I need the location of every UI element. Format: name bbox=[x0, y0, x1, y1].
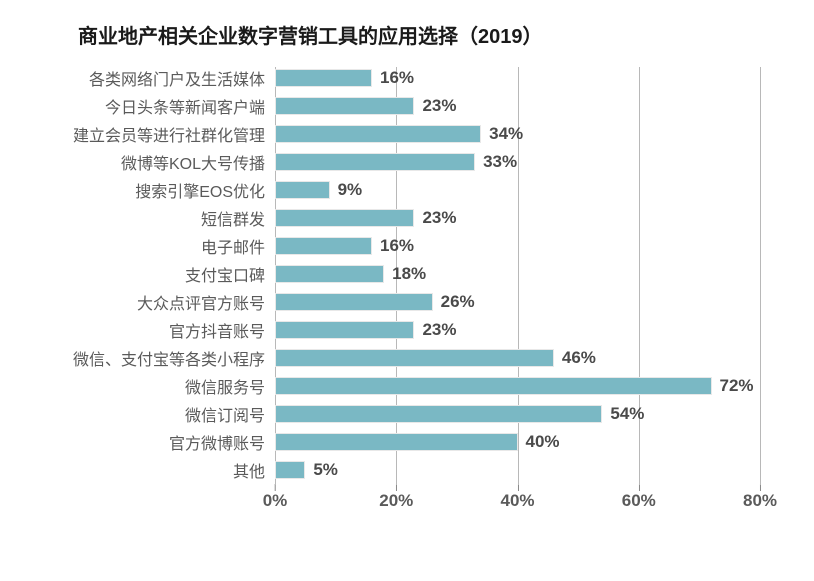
bar-row: 大众点评官方账号 26% bbox=[40, 291, 760, 313]
bar-row: 微信订阅号 54% bbox=[40, 403, 760, 425]
bar-label: 其他 bbox=[40, 458, 275, 482]
bar-value: 23% bbox=[422, 96, 456, 116]
bar-row: 支付宝口碑 18% bbox=[40, 263, 760, 285]
bar-wrap: 46% bbox=[275, 347, 760, 369]
bar-wrap: 33% bbox=[275, 151, 760, 173]
bar bbox=[275, 125, 481, 143]
bar-label: 各类网络门户及生活媒体 bbox=[40, 66, 275, 90]
bar-wrap: 16% bbox=[275, 67, 760, 89]
bar-label: 电子邮件 bbox=[40, 234, 275, 258]
bar bbox=[275, 181, 330, 199]
x-axis-tick: 40% bbox=[500, 491, 534, 511]
bar-row: 微信、支付宝等各类小程序 46% bbox=[40, 347, 760, 369]
tick-mark bbox=[396, 484, 397, 491]
tick-mark bbox=[639, 484, 640, 491]
bar-value: 18% bbox=[392, 264, 426, 284]
x-axis-tick: 60% bbox=[622, 491, 656, 511]
bar-row: 短信群发 23% bbox=[40, 207, 760, 229]
bar-wrap: 23% bbox=[275, 207, 760, 229]
tick-mark bbox=[760, 484, 761, 491]
x-axis-tick: 0% bbox=[263, 491, 288, 511]
x-axis: 0%20%40%60%80% bbox=[275, 485, 760, 517]
bar bbox=[275, 461, 305, 479]
bar-value: 9% bbox=[338, 180, 363, 200]
bar-wrap: 23% bbox=[275, 319, 760, 341]
chart-title: 商业地产相关企业数字营销工具的应用选择（2019） bbox=[78, 20, 774, 49]
x-axis-tick: 80% bbox=[743, 491, 777, 511]
plot-area: 0%20%40%60%80% 各类网络门户及生活媒体16%今日头条等新闻客户端2… bbox=[40, 67, 760, 517]
bar-row: 各类网络门户及生活媒体 16% bbox=[40, 67, 760, 89]
bar-wrap: 34% bbox=[275, 123, 760, 145]
bar-label: 短信群发 bbox=[40, 206, 275, 230]
bar-row: 微信服务号 72% bbox=[40, 375, 760, 397]
bar-value: 23% bbox=[422, 208, 456, 228]
bar-row: 建立会员等进行社群化管理 34% bbox=[40, 123, 760, 145]
bar-label: 微信订阅号 bbox=[40, 402, 275, 426]
bar-wrap: 16% bbox=[275, 235, 760, 257]
bar-label: 支付宝口碑 bbox=[40, 262, 275, 286]
bar bbox=[275, 265, 384, 283]
bar bbox=[275, 209, 414, 227]
bar-value: 72% bbox=[720, 376, 754, 396]
bar-value: 54% bbox=[610, 404, 644, 424]
bar bbox=[275, 153, 475, 171]
x-axis-tick: 20% bbox=[379, 491, 413, 511]
bar-value: 16% bbox=[380, 68, 414, 88]
chart-container: 商业地产相关企业数字营销工具的应用选择（2019） 0% 20% 40% 60% 80%… bbox=[0, 0, 814, 581]
bar bbox=[275, 433, 518, 451]
bar-wrap: 72% bbox=[275, 375, 760, 397]
bar-wrap: 9% bbox=[275, 179, 760, 201]
bar-row: 微博等KOL大号传播 33% bbox=[40, 151, 760, 173]
bar bbox=[275, 237, 372, 255]
bar bbox=[275, 349, 554, 367]
bar-label: 大众点评官方账号 bbox=[40, 290, 275, 314]
bar-label: 建立会员等进行社群化管理 bbox=[40, 122, 275, 146]
bar-label: 微信服务号 bbox=[40, 374, 275, 398]
bar bbox=[275, 293, 433, 311]
bar-value: 26% bbox=[441, 292, 475, 312]
bar-row: 其他 5% bbox=[40, 459, 760, 481]
bar-row: 官方微博账号 40% bbox=[40, 431, 760, 453]
bar-wrap: 54% bbox=[275, 403, 760, 425]
tick-mark bbox=[518, 484, 519, 491]
bar-label: 微信、支付宝等各类小程序 bbox=[40, 346, 275, 370]
bar-wrap: 26% bbox=[275, 291, 760, 313]
bar-value: 34% bbox=[489, 124, 523, 144]
bar-row: 官方抖音账号 23% bbox=[40, 319, 760, 341]
bar-value: 16% bbox=[380, 236, 414, 256]
bar-row: 电子邮件 16% bbox=[40, 235, 760, 257]
bar-value: 40% bbox=[526, 432, 560, 452]
bar bbox=[275, 405, 602, 423]
tick-mark bbox=[275, 484, 276, 491]
bar bbox=[275, 377, 712, 395]
bar-value: 5% bbox=[313, 460, 338, 480]
bar-value: 23% bbox=[422, 320, 456, 340]
bar-wrap: 40% bbox=[275, 431, 760, 453]
bar-value: 46% bbox=[562, 348, 596, 368]
bar bbox=[275, 321, 414, 339]
bar-label: 搜索引擎EOS优化 bbox=[40, 178, 275, 202]
bar-row: 今日头条等新闻客户端 23% bbox=[40, 95, 760, 117]
bar-wrap: 5% bbox=[275, 459, 760, 481]
bar-label: 微博等KOL大号传播 bbox=[40, 150, 275, 174]
bar-wrap: 18% bbox=[275, 263, 760, 285]
bar-row: 搜索引擎EOS优化 9% bbox=[40, 179, 760, 201]
bar-label: 今日头条等新闻客户端 bbox=[40, 94, 275, 118]
bar-label: 官方抖音账号 bbox=[40, 318, 275, 342]
bar-label: 官方微博账号 bbox=[40, 430, 275, 454]
bar-wrap: 23% bbox=[275, 95, 760, 117]
bar bbox=[275, 97, 414, 115]
bar-value: 33% bbox=[483, 152, 517, 172]
bar bbox=[275, 69, 372, 87]
grid-line bbox=[760, 67, 761, 485]
